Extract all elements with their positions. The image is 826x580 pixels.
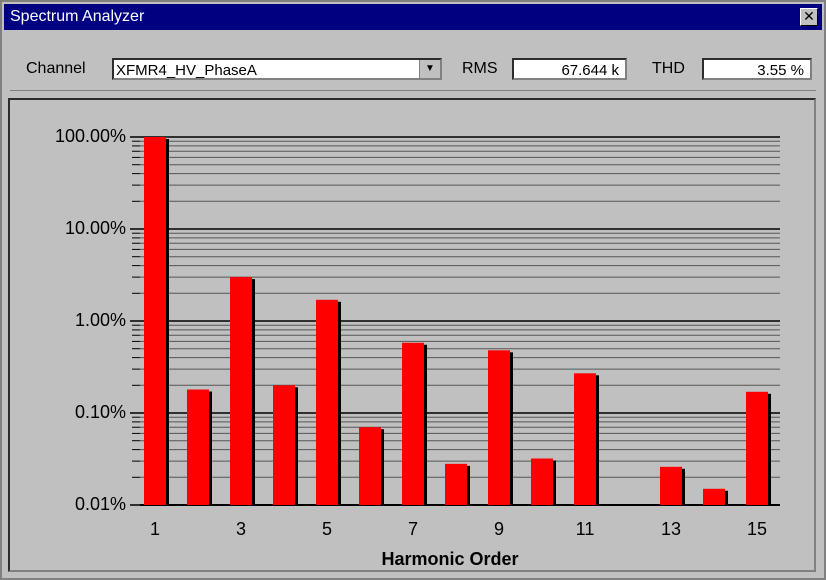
title-bar: Spectrum Analyzer ✕: [4, 4, 822, 30]
x-tick-label: 1: [150, 519, 160, 539]
dropdown-arrow[interactable]: ▼: [419, 60, 440, 78]
thd-box: 3.55 %: [702, 58, 812, 80]
y-tick-label: 10.00%: [65, 218, 126, 238]
bar: [273, 385, 295, 505]
x-tick-label: 3: [236, 519, 246, 539]
x-tick-label: 5: [322, 519, 332, 539]
bar: [445, 463, 467, 505]
channel-label: Channel: [26, 60, 86, 77]
x-tick-label: 11: [576, 519, 595, 539]
y-tick-label: 0.10%: [75, 402, 126, 422]
bar: [746, 391, 768, 505]
y-tick-label: 100.00%: [55, 126, 126, 146]
close-button[interactable]: ✕: [800, 8, 818, 26]
thd-label: THD: [652, 60, 685, 77]
x-axis-label: Harmonic Order: [381, 549, 518, 569]
chart-panel: [8, 98, 816, 572]
rms-label: RMS: [462, 60, 498, 77]
bar: [144, 137, 166, 505]
rms-value: 67.644 k: [561, 62, 619, 79]
y-tick-label: 0.01%: [75, 494, 126, 514]
bar: [531, 458, 553, 505]
thd-value: 3.55 %: [757, 62, 804, 79]
x-tick-label: 9: [494, 519, 504, 539]
rms-box: 67.644 k: [512, 58, 627, 80]
bar: [316, 299, 338, 505]
bar: [187, 389, 209, 505]
bar: [703, 488, 725, 505]
x-tick-label: 7: [408, 519, 418, 539]
bar: [230, 277, 252, 505]
window-title: Spectrum Analyzer: [10, 8, 145, 25]
bar: [402, 342, 424, 505]
bar: [574, 373, 596, 505]
x-tick-label: 13: [661, 519, 681, 539]
x-tick-label: 15: [747, 519, 767, 539]
channel-value: XFMR4_HV_PhaseA: [116, 62, 257, 79]
bar: [660, 466, 682, 505]
bar: [488, 350, 510, 505]
bar: [359, 427, 381, 505]
y-tick-label: 1.00%: [75, 310, 126, 330]
toolbar: Channel XFMR4_HV_PhaseA ▼ RMS 67.644 k TH…: [10, 34, 816, 91]
channel-combo[interactable]: XFMR4_HV_PhaseA ▼: [112, 58, 442, 80]
